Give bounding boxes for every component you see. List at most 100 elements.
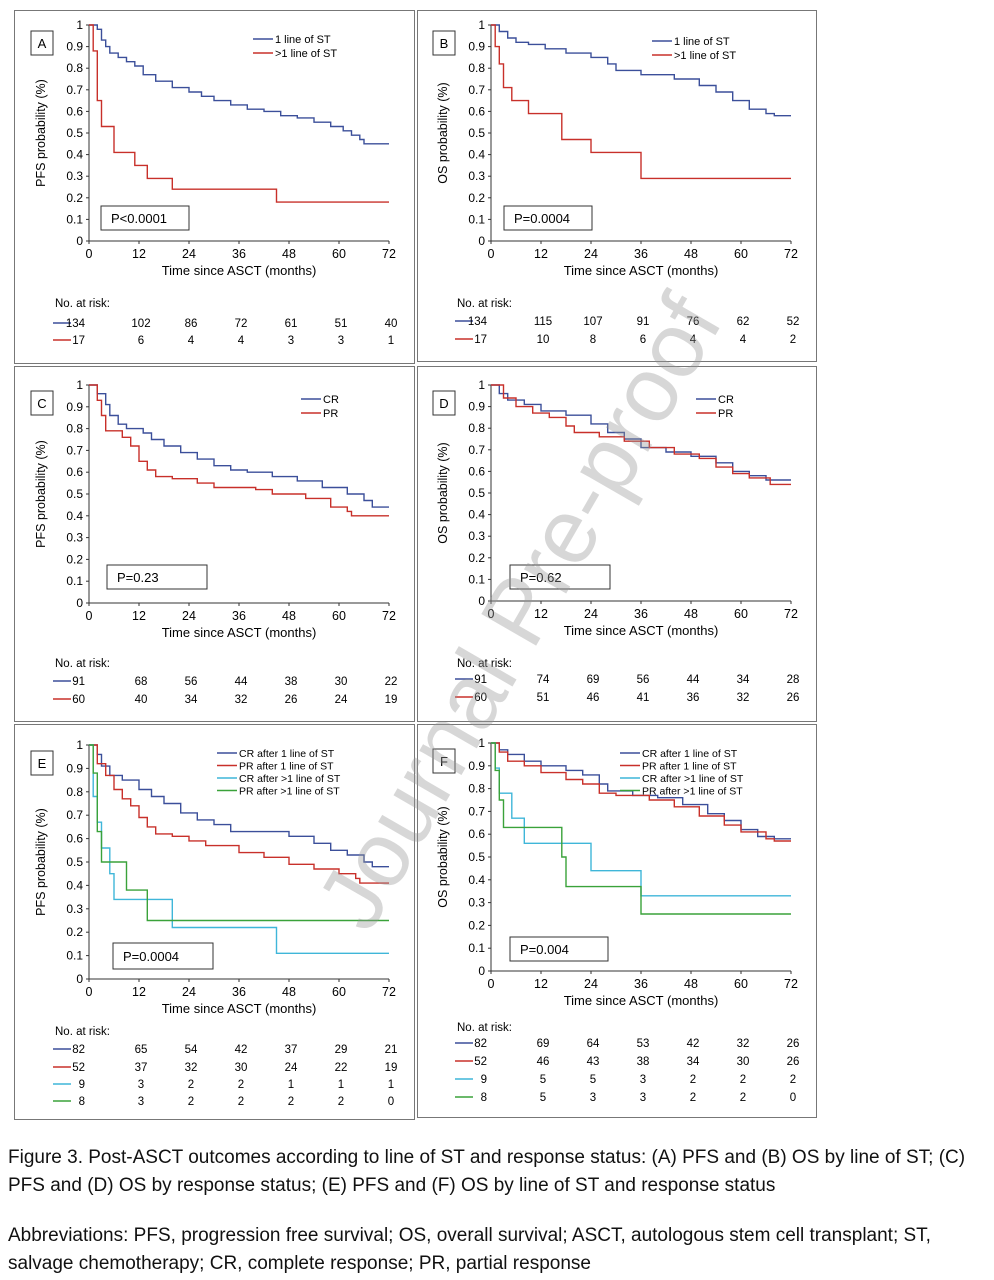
y-tick-label: 0.5 xyxy=(66,126,83,140)
survival-curve xyxy=(89,744,389,954)
panel-a: 0 0.1 0.2 0.3 0.4 0.5 0.6 0.7 0.8 0.9 1 0 12 24 36 48 60… xyxy=(14,10,415,364)
risk-count: 30 xyxy=(235,1062,248,1074)
x-tick-label: 48 xyxy=(282,985,296,999)
risk-table-title: No. at risk: xyxy=(55,1026,110,1038)
risk-count: 134 xyxy=(66,318,86,330)
panel-letter: E xyxy=(38,756,47,771)
risk-count: 2 xyxy=(238,1096,244,1108)
risk-count: 2 xyxy=(188,1079,194,1091)
risk-count: 82 xyxy=(474,1038,487,1050)
risk-count: 30 xyxy=(737,1056,750,1068)
risk-count: 52 xyxy=(787,316,800,328)
y-tick-label: 0.8 xyxy=(66,422,83,436)
x-tick-label: 48 xyxy=(282,247,296,261)
risk-count: 42 xyxy=(687,1038,700,1050)
risk-count: 46 xyxy=(537,1056,550,1068)
y-tick-label: 0.6 xyxy=(468,827,485,841)
risk-count: 32 xyxy=(235,694,248,706)
risk-count: 43 xyxy=(587,1056,600,1068)
y-tick-label: 0.1 xyxy=(66,574,83,588)
legend-label: PR after 1 line of ST xyxy=(642,761,737,773)
p-value: P=0.0004 xyxy=(514,211,570,226)
risk-count: 26 xyxy=(787,1056,800,1068)
x-axis-label: Time since ASCT (months) xyxy=(162,263,317,278)
risk-count: 29 xyxy=(335,1044,348,1056)
y-tick-label: 0.2 xyxy=(468,918,485,932)
x-tick-label: 12 xyxy=(132,247,146,261)
km-chart-f: 00.10.20.30.40.50.60.70.80.910 12 24 36 48 60… xyxy=(432,736,800,1104)
risk-count: 44 xyxy=(235,676,248,688)
risk-count: 22 xyxy=(335,1062,348,1074)
y-tick-label: 0.7 xyxy=(468,804,485,818)
risk-count: 2 xyxy=(288,1096,294,1108)
y-tick-label: 1 xyxy=(76,18,83,32)
panel-b: 0 0.1 0.2 0.3 0.4 0.5 0.6 0.7 0.8 0.9 1 0 12 24 36 48 60… xyxy=(417,10,817,362)
risk-count: 34 xyxy=(185,694,198,706)
y-tick-label: 0.4 xyxy=(468,508,485,522)
risk-count: 60 xyxy=(474,692,487,704)
risk-count: 5 xyxy=(540,1074,546,1086)
risk-count: 69 xyxy=(587,674,600,686)
survival-curve xyxy=(89,744,389,884)
risk-count: 3 xyxy=(288,335,294,347)
survival-curve xyxy=(89,384,389,517)
risk-count: 2 xyxy=(238,1079,244,1091)
x-tick-label: 36 xyxy=(634,977,648,991)
legend-label: PR after >1 line of ST xyxy=(239,786,340,798)
risk-count: 64 xyxy=(587,1038,600,1050)
km-chart-a: 00.10.20.30.40.50.60.70.80.910 12 24 36 48 60… xyxy=(30,18,397,347)
x-tick-label: 0 xyxy=(488,977,495,991)
y-tick-label: 0 xyxy=(76,596,83,610)
y-tick-label: 0.4 xyxy=(66,148,83,162)
survival-curve xyxy=(491,384,791,486)
survival-curve xyxy=(89,744,389,868)
risk-count: 107 xyxy=(583,316,602,328)
y-tick-label: 0.1 xyxy=(468,941,485,955)
panel-f: 0 0.1 0.2 0.3 0.4 0.5 0.6 0.7 0.8 0.9 1 0 12 24 36 48 60… xyxy=(417,724,817,1118)
x-tick-label: 24 xyxy=(584,607,598,621)
p-value-box xyxy=(112,942,214,970)
y-tick-label: 0.4 xyxy=(468,873,485,887)
risk-count: 72 xyxy=(235,318,248,330)
x-axis-label: Time since ASCT (months) xyxy=(564,263,719,278)
x-tick-label: 48 xyxy=(684,607,698,621)
risk-count: 19 xyxy=(385,694,398,706)
y-tick-label: 1 xyxy=(76,738,83,752)
panel-letter: B xyxy=(440,36,449,51)
risk-count: 0 xyxy=(388,1096,394,1108)
risk-table-title: No. at risk: xyxy=(457,298,512,310)
y-tick-label: 0.6 xyxy=(66,104,83,118)
risk-count: 6 xyxy=(138,335,144,347)
risk-count: 60 xyxy=(72,694,85,706)
risk-count: 30 xyxy=(335,676,348,688)
legend-label: 1 line of ST xyxy=(674,36,730,48)
x-tick-label: 60 xyxy=(332,609,346,623)
risk-count: 6 xyxy=(640,334,646,346)
risk-table-title: No. at risk: xyxy=(55,658,110,670)
y-tick-label: 0.2 xyxy=(66,552,83,566)
risk-count: 40 xyxy=(135,694,148,706)
x-tick-label: 12 xyxy=(132,609,146,623)
y-tick-label: 1 xyxy=(76,378,83,392)
risk-count: 2 xyxy=(790,1074,796,1086)
x-tick-label: 36 xyxy=(232,247,246,261)
y-tick-label: 1 xyxy=(478,18,485,32)
y-tick-label: 0.7 xyxy=(66,443,83,457)
risk-count: 51 xyxy=(537,692,550,704)
risk-count: 68 xyxy=(135,676,148,688)
y-tick-label: 0.9 xyxy=(66,40,83,54)
risk-count: 37 xyxy=(285,1044,298,1056)
x-tick-label: 48 xyxy=(282,609,296,623)
y-tick-label: 0 xyxy=(76,972,83,986)
legend-label: PR after 1 line of ST xyxy=(239,761,334,773)
panel-letter: A xyxy=(38,36,47,51)
risk-count: 2 xyxy=(740,1074,746,1086)
risk-count: 36 xyxy=(687,692,700,704)
y-tick-label: 0.5 xyxy=(468,850,485,864)
y-axis-label: PFS probability (%) xyxy=(34,808,48,916)
risk-count: 2 xyxy=(690,1074,696,1086)
risk-count: 26 xyxy=(787,1038,800,1050)
legend-label: CR after >1 line of ST xyxy=(239,773,341,785)
risk-count: 5 xyxy=(540,1092,546,1104)
panel-letter: D xyxy=(439,396,448,411)
